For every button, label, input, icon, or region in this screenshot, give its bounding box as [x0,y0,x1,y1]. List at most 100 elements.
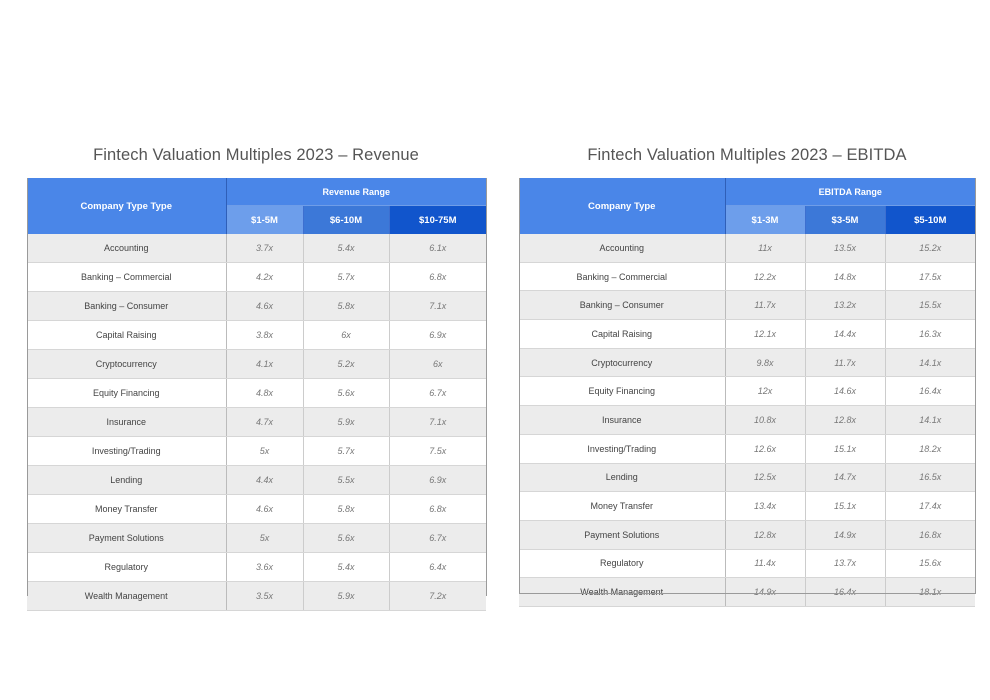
multiple-cell: 15.6x [885,549,976,579]
row-label: Lending [519,463,726,493]
table-row: Banking – Consumer 11.7x 13.2x 15.5x [519,290,976,321]
table-row: Banking – Consumer 4.6x 5.8x 7.1x [27,291,487,321]
multiple-cell: 13.2x [805,290,886,321]
multiple-cell: 6.7x [389,378,487,408]
multiple-cell: 14.1x [885,348,976,378]
table-row: Wealth Management 14.9x 16.4x 18.1x [519,577,976,607]
multiple-cell: 13.7x [805,549,886,579]
multiple-cell: 5.4x [303,234,390,263]
multiple-cell: 5.8x [303,494,390,524]
row-label: Regulatory [519,549,726,579]
row-label: Insurance [519,405,726,435]
multiple-cell: 5.9x [303,407,390,437]
table-row: Regulatory 3.6x 5.4x 6.4x [27,552,487,582]
multiple-cell: 15.5x [885,290,976,321]
column-header: $5-10M [885,205,976,234]
multiple-cell: 3.7x [226,234,304,263]
multiple-cell: 16.3x [885,319,976,349]
multiple-cell: 16.8x [885,520,976,550]
multiple-cell: 4.4x [226,465,304,495]
multiple-cell: 4.8x [226,378,304,408]
row-label: Payment Solutions [519,520,726,550]
table-row: Banking – Commercial 4.2x 5.7x 6.8x [27,262,487,292]
ebitda-range-header: EBITDA Range [725,178,976,206]
row-label: Capital Raising [27,320,227,350]
multiple-cell: 11.7x [805,348,886,378]
multiple-cell: 5.6x [303,378,390,408]
row-label: Capital Raising [519,319,726,349]
multiple-cell: 5x [226,436,304,466]
table-row: Banking – Commercial 12.2x 14.8x 17.5x [519,262,976,292]
multiple-cell: 15.2x [885,234,976,263]
multiple-cell: 6.9x [389,320,487,350]
multiple-cell: 14.7x [805,463,886,493]
multiple-cell: 6.4x [389,552,487,582]
row-label: Insurance [27,407,227,437]
row-label: Banking – Commercial [519,262,726,292]
multiple-cell: 6.1x [389,234,487,263]
row-label: Accounting [519,234,726,263]
multiple-cell: 13.4x [725,491,806,521]
column-header: $10-75M [389,205,487,234]
revenue-table-title: Fintech Valuation Multiples 2023 – Reven… [93,146,419,164]
multiple-cell: 12.8x [725,520,806,550]
multiple-cell: 7.5x [389,436,487,466]
multiple-cell: 10.8x [725,405,806,435]
row-label: Equity Financing [519,376,726,407]
multiple-cell: 6.8x [389,494,487,524]
table-row: Accounting 11x 13.5x 15.2x [519,234,976,263]
table-row: Equity Financing 4.8x 5.6x 6.7x [27,378,487,408]
row-label: Equity Financing [27,378,227,408]
multiple-cell: 17.4x [885,491,976,521]
multiple-cell: 6x [389,349,487,379]
multiple-cell: 4.2x [226,262,304,292]
multiple-cell: 11x [725,234,806,263]
table-row: Capital Raising 3.8x 6x 6.9x [27,320,487,350]
multiple-cell: 5.7x [303,436,390,466]
row-label: Payment Solutions [27,523,227,553]
row-label: Banking – Consumer [519,290,726,321]
multiple-cell: 5.7x [303,262,390,292]
multiple-cell: 14.9x [725,577,806,607]
multiple-cell: 13.5x [805,234,886,263]
row-label: Investing/Trading [519,434,726,464]
multiple-cell: 16.4x [885,376,976,407]
multiple-cell: 3.8x [226,320,304,350]
multiple-cell: 7.1x [389,407,487,437]
row-label: Wealth Management [519,577,726,607]
multiple-cell: 12x [725,376,806,407]
multiple-cell: 16.4x [805,577,886,607]
multiple-cell: 12.5x [725,463,806,493]
multiple-cell: 9.8x [725,348,806,378]
table-row: Money Transfer 4.6x 5.8x 6.8x [27,494,487,524]
multiple-cell: 14.9x [805,520,886,550]
multiple-cell: 18.1x [885,577,976,607]
table-row: Insurance 4.7x 5.9x 7.1x [27,407,487,437]
multiple-cell: 11.7x [725,290,806,321]
ebitda-multiples-table: Company Type EBITDA Range $1-3M $3-5M $5… [519,178,976,607]
row-label: Regulatory [27,552,227,582]
multiple-cell: 18.2x [885,434,976,464]
row-label: Investing/Trading [27,436,227,466]
table-row: Wealth Management 3.5x 5.9x 7.2x [27,581,487,611]
multiple-cell: 12.2x [725,262,806,292]
ebitda-table-title: Fintech Valuation Multiples 2023 – EBITD… [587,146,907,164]
row-label: Banking – Commercial [27,262,227,292]
table-row: Investing/Trading 5x 5.7x 7.5x [27,436,487,466]
multiple-cell: 6.7x [389,523,487,553]
row-label: Cryptocurrency [519,348,726,378]
row-label: Cryptocurrency [27,349,227,379]
multiple-cell: 6.9x [389,465,487,495]
revenue-range-header: Revenue Range [226,178,487,206]
multiple-cell: 11.4x [725,549,806,579]
table-row: Insurance 10.8x 12.8x 14.1x [519,405,976,435]
multiple-cell: 5.4x [303,552,390,582]
multiple-cell: 5x [226,523,304,553]
row-label: Money Transfer [27,494,227,524]
multiple-cell: 5.8x [303,291,390,321]
multiple-cell: 3.6x [226,552,304,582]
multiple-cell: 14.1x [885,405,976,435]
multiple-cell: 5.9x [303,581,390,611]
table-row: Payment Solutions 5x 5.6x 6.7x [27,523,487,553]
multiple-cell: 5.5x [303,465,390,495]
